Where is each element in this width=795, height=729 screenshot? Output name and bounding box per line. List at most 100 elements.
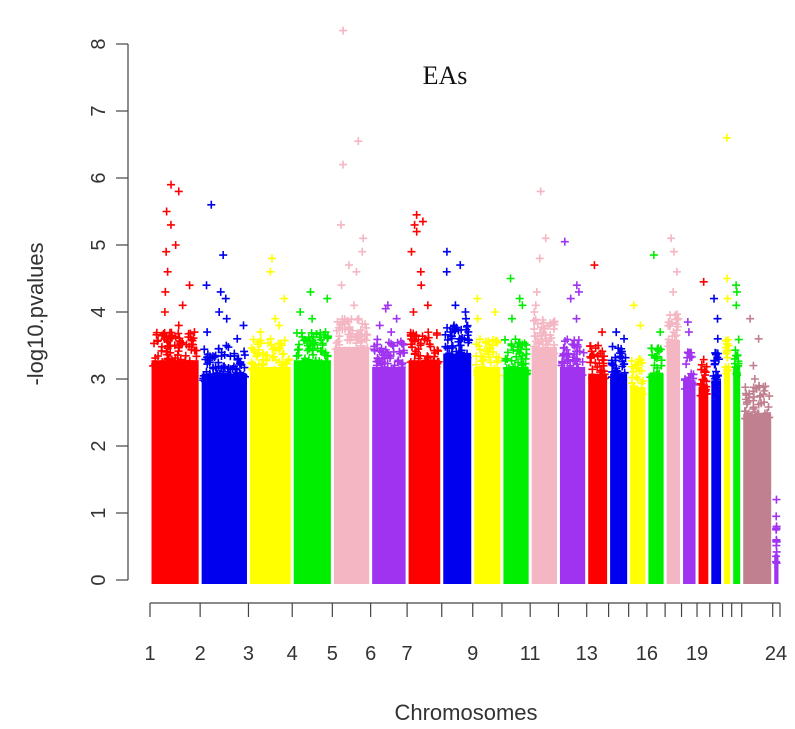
data-point [522, 370, 531, 379]
chromosome-11-dense-points [531, 346, 557, 584]
data-point [224, 370, 233, 379]
data-point [680, 376, 689, 385]
data-point [425, 340, 434, 349]
data-point [586, 342, 595, 351]
data-point [711, 349, 720, 358]
data-point [323, 334, 332, 343]
data-point [570, 350, 579, 359]
data-point [394, 356, 403, 365]
peak-point [308, 314, 317, 323]
data-point [157, 346, 166, 355]
data-point [702, 389, 711, 398]
peak-point [167, 180, 176, 189]
data-point [336, 320, 345, 329]
data-point [441, 342, 450, 351]
data-point [410, 332, 419, 341]
x-tick-label: 1 [144, 643, 155, 665]
peak-point [612, 328, 621, 337]
data-point [414, 364, 423, 373]
data-point [208, 363, 217, 372]
data-point [176, 355, 185, 364]
peak-point [629, 301, 638, 310]
peak-point [684, 328, 693, 337]
peak-point [407, 247, 416, 256]
data-point [684, 374, 693, 383]
y-axis: 0 1 2 3 4 5 6 7 8 [88, 38, 129, 586]
chromosome-17-points [664, 234, 683, 584]
peak-point [461, 314, 470, 323]
data-point [509, 346, 518, 355]
data-point [445, 353, 454, 362]
chromosome-24-dense-points [774, 554, 779, 584]
peak-point [268, 254, 277, 263]
peak-point [722, 133, 731, 142]
data-point [219, 362, 228, 371]
peak-point [518, 301, 527, 310]
peak-point [656, 328, 665, 337]
data-point [322, 358, 331, 367]
peak-point [667, 234, 676, 243]
chromosome-9-dense-points [474, 366, 501, 584]
data-point [414, 345, 423, 354]
data-point [488, 369, 497, 378]
peak-point [669, 247, 678, 256]
chromosome-4-points [292, 287, 332, 584]
chromosome-7-points [406, 210, 443, 584]
data-points [149, 26, 781, 584]
peak-point [536, 187, 545, 196]
data-point [424, 353, 433, 362]
data-point [384, 350, 393, 359]
peak-point [275, 321, 284, 330]
chromosome-23-points [740, 314, 774, 584]
chromosome-19-points [696, 277, 711, 584]
y-tick-label: 2 [88, 440, 110, 451]
chromosome-16-points [646, 251, 666, 584]
data-point [240, 363, 249, 372]
data-point [772, 559, 781, 568]
peak-point [456, 261, 465, 270]
data-point [358, 319, 367, 328]
data-point [724, 363, 733, 372]
peak-point [598, 328, 607, 337]
data-point [304, 355, 313, 364]
data-point [307, 328, 316, 337]
data-point [569, 355, 578, 364]
peak-point [749, 361, 758, 370]
data-point [486, 358, 495, 367]
data-point [233, 373, 242, 382]
data-point [563, 357, 572, 366]
x-tick-label: 5 [327, 643, 338, 665]
data-point [722, 369, 731, 378]
data-point [630, 382, 639, 391]
data-point [318, 347, 327, 356]
data-point [475, 335, 484, 344]
data-point [416, 339, 425, 348]
data-point [563, 367, 572, 376]
data-point [218, 377, 227, 386]
data-point [457, 346, 466, 355]
data-point [673, 322, 682, 331]
data-point [533, 345, 542, 354]
data-point [609, 361, 618, 370]
data-point [373, 354, 382, 363]
data-point [666, 343, 675, 352]
peak-point [185, 281, 194, 290]
peak-point [174, 321, 183, 330]
peak-point [451, 301, 460, 310]
peak-point [222, 314, 231, 323]
data-point [588, 365, 597, 374]
chromosome-21-dense-points [724, 366, 731, 584]
data-point [160, 358, 169, 367]
data-point [433, 346, 442, 355]
data-point [608, 342, 617, 351]
data-point [699, 355, 708, 364]
data-point [533, 332, 542, 341]
peak-point [423, 301, 432, 310]
chromosome-13-points [586, 261, 609, 584]
data-point [519, 360, 528, 369]
y-tick-label: 1 [88, 507, 110, 518]
peak-point [207, 200, 216, 209]
chromosome-5-dense-points [333, 346, 370, 584]
data-point [701, 368, 710, 377]
peak-point [306, 287, 315, 296]
